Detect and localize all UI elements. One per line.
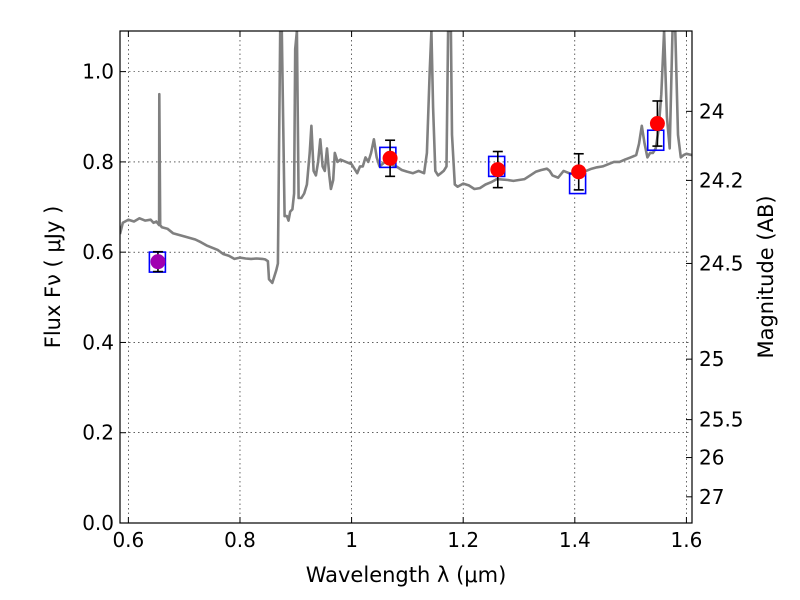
plot-frame (119, 30, 693, 524)
x-tick-label: 0.6 (112, 528, 144, 552)
grid (120, 31, 692, 524)
data-layer (120, 31, 692, 285)
y2-tick-label: 27 (699, 485, 724, 509)
y2-tick-label: 24.2 (699, 168, 744, 192)
y-tick-label: 0.6 (82, 240, 114, 264)
observed-point (382, 150, 398, 166)
x-tick-label: 1 (345, 528, 358, 552)
observed-point (490, 162, 506, 178)
y-tick-label: 0.4 (82, 330, 114, 354)
y2-tick-label: 25.5 (699, 408, 744, 432)
y2-axis-title: Magnitude (AB) (754, 195, 778, 358)
y-axis-title: Flux Fν ( μJy ) (41, 206, 65, 349)
observed-point (571, 164, 587, 180)
x-tick-label: 1.4 (559, 528, 591, 552)
x-tick-label: 0.8 (224, 528, 256, 552)
spectrum-line (120, 31, 692, 285)
observed-point (150, 254, 166, 270)
y2-tick-label: 25 (699, 347, 724, 371)
x-axis-title: Wavelength λ (μm) (306, 563, 507, 587)
observed-point (649, 116, 665, 132)
y2-tick-label: 26 (699, 446, 724, 470)
y-tick-label: 0.0 (82, 511, 114, 535)
x-tick-label: 1.6 (671, 528, 703, 552)
x-tick-label: 1.2 (447, 528, 479, 552)
ticks: 0.6 0.8 1 1.2 1.4 1.6 0.0 0.2 0.4 0.6 0.8 1.0 24 24.2… (82, 31, 744, 552)
y-tick-label: 1.0 (82, 60, 114, 84)
y2-tick-label: 24 (699, 99, 724, 123)
data-group (120, 31, 692, 285)
y2-tick-label: 24.5 (699, 251, 744, 275)
y-tick-label: 0.8 (82, 150, 114, 174)
y-tick-label: 0.2 (82, 421, 114, 445)
